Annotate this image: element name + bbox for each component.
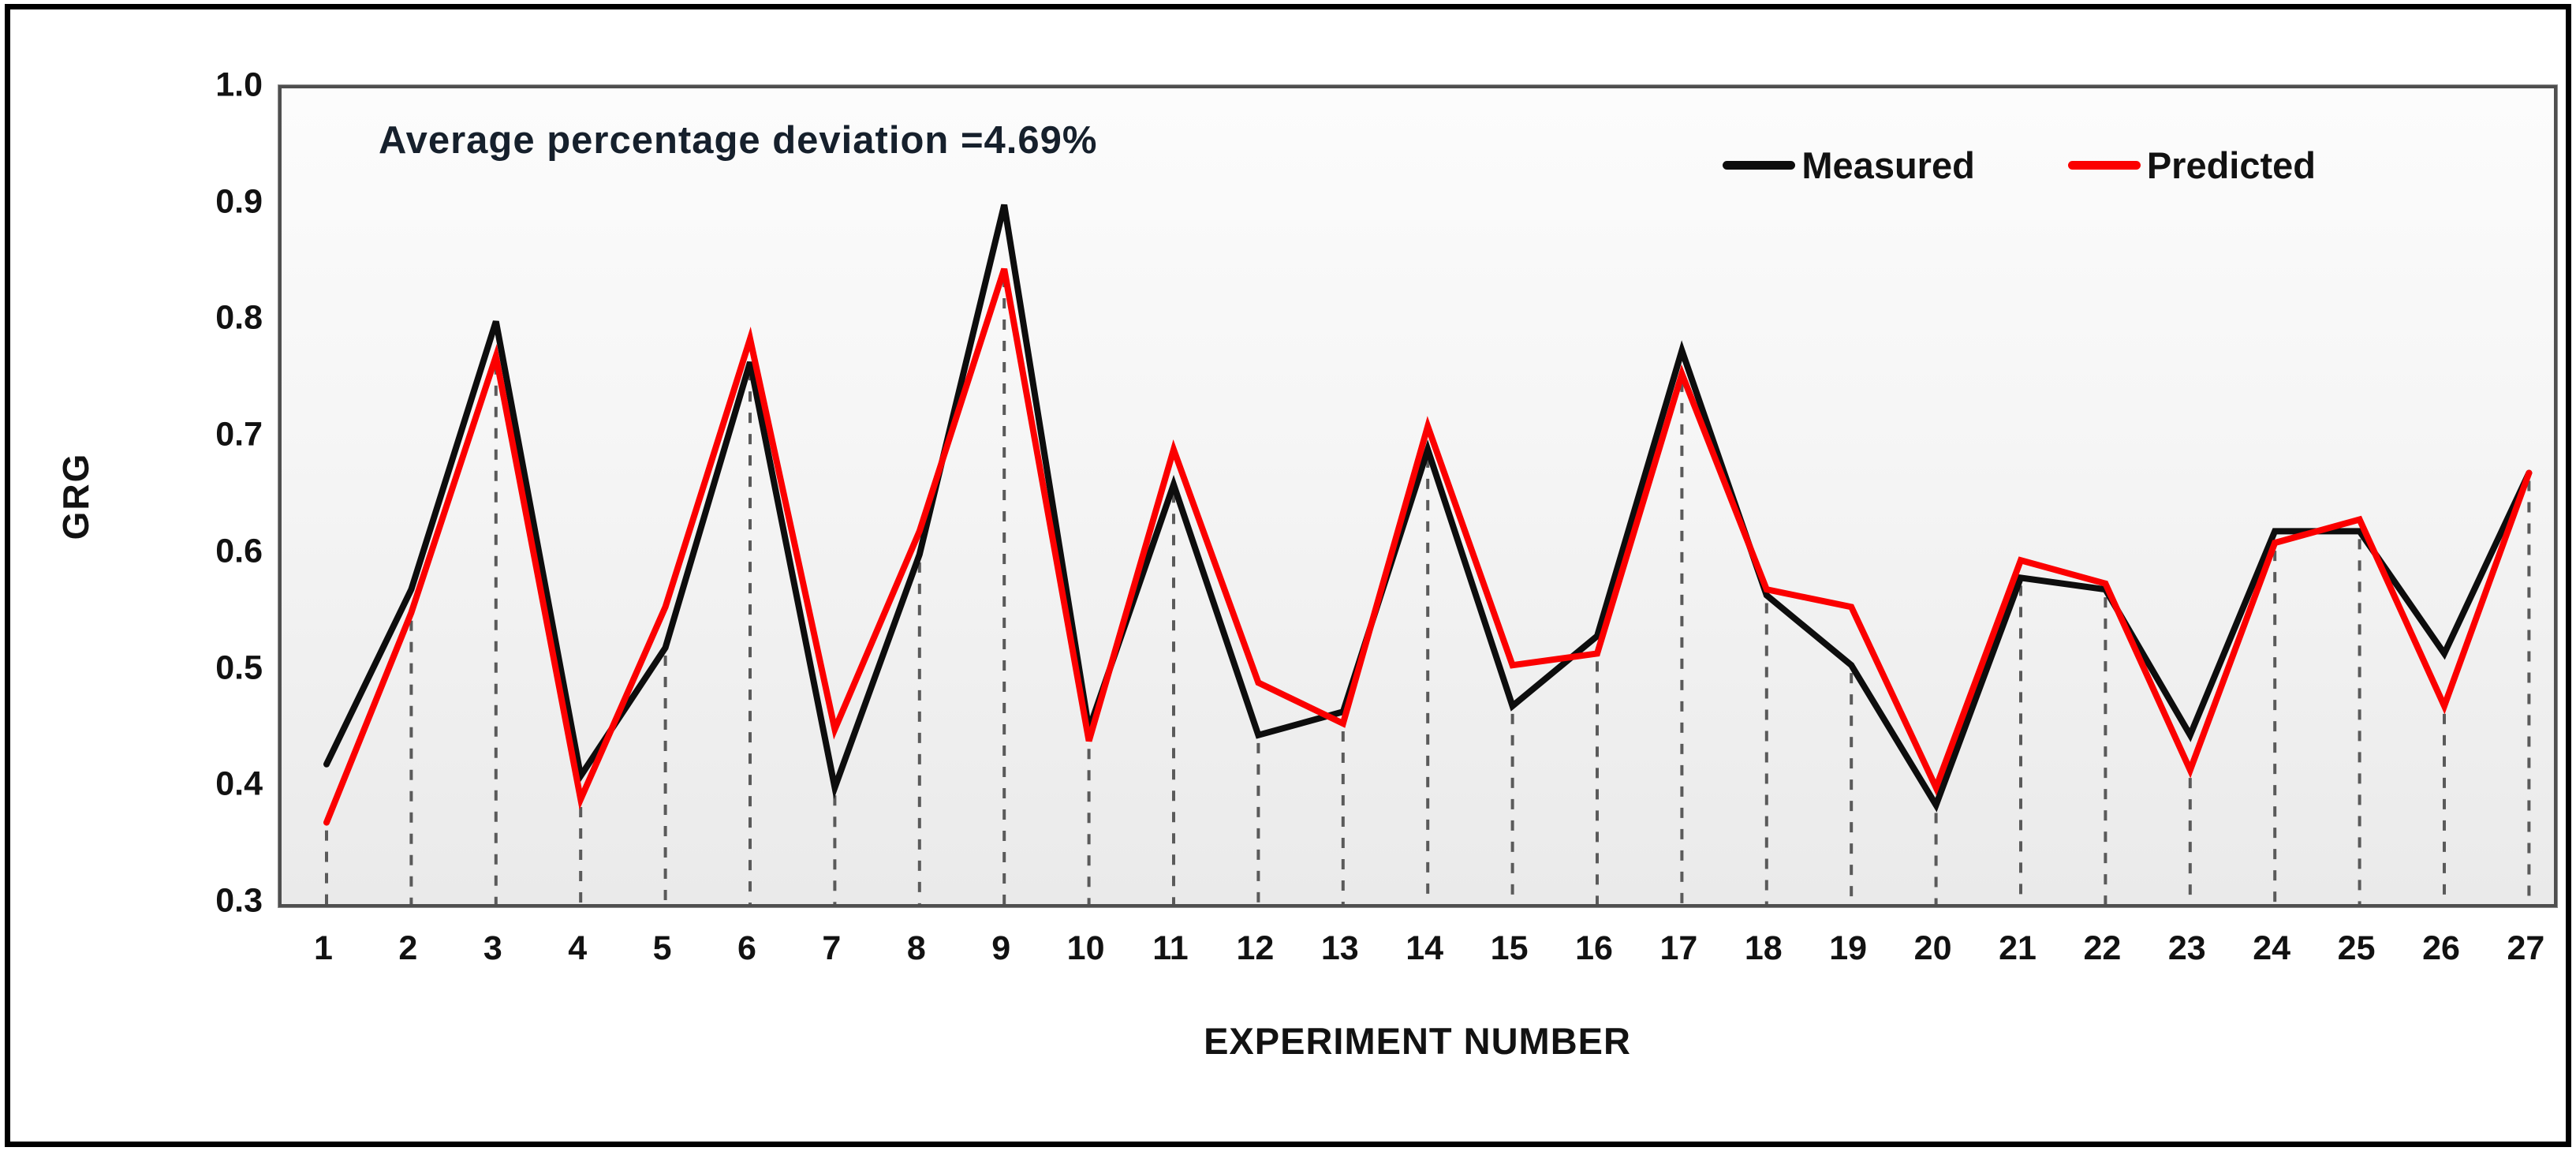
x-tick-8: 8 bbox=[906, 929, 926, 967]
x-tick-12: 12 bbox=[1236, 929, 1275, 967]
y-tick-0.3: 0.3 bbox=[215, 881, 263, 920]
measured-line-swatch bbox=[1723, 161, 1796, 170]
x-tick-3: 3 bbox=[483, 929, 502, 967]
x-axis-title: EXPERIMENT NUMBER bbox=[1204, 1020, 1631, 1062]
predicted-line-swatch bbox=[2067, 161, 2141, 170]
y-tick-0.8: 0.8 bbox=[215, 298, 263, 337]
x-tick-11: 11 bbox=[1152, 929, 1189, 967]
series-line-measured bbox=[323, 204, 2533, 813]
series-line-predicted bbox=[323, 267, 2533, 826]
x-tick-25: 25 bbox=[2337, 929, 2376, 967]
x-tick-7: 7 bbox=[822, 929, 842, 967]
y-tick-0.9: 0.9 bbox=[215, 182, 263, 221]
x-tick-27: 27 bbox=[2507, 929, 2545, 967]
x-tick-20: 20 bbox=[1913, 929, 1952, 967]
x-tick-13: 13 bbox=[1320, 929, 1359, 967]
x-tick-9: 9 bbox=[991, 929, 1011, 967]
x-tick-2: 2 bbox=[398, 929, 418, 967]
x-tick-19: 19 bbox=[1829, 929, 1868, 967]
x-tick-22: 22 bbox=[2083, 929, 2122, 967]
x-tick-1: 1 bbox=[314, 929, 333, 967]
y-tick-0.6: 0.6 bbox=[215, 532, 263, 570]
y-axis-title: GRG bbox=[55, 452, 96, 540]
plot-area bbox=[278, 85, 2557, 907]
x-tick-21: 21 bbox=[1999, 929, 2037, 967]
x-tick-5: 5 bbox=[652, 929, 672, 967]
x-tick-15: 15 bbox=[1490, 929, 1529, 967]
x-tick-17: 17 bbox=[1659, 929, 1698, 967]
x-tick-18: 18 bbox=[1744, 929, 1783, 967]
legend-item-predicted: Predicted bbox=[2067, 144, 2316, 187]
chart-canvas bbox=[323, 204, 2533, 904]
annotation-average-deviation: Average percentage deviation =4.69% bbox=[379, 119, 1098, 162]
x-tick-6: 6 bbox=[737, 929, 756, 967]
y-tick-1.0: 1.0 bbox=[215, 65, 263, 104]
y-tick-0.7: 0.7 bbox=[215, 415, 263, 454]
x-tick-14: 14 bbox=[1406, 929, 1444, 967]
x-tick-16: 16 bbox=[1575, 929, 1613, 967]
x-tick-26: 26 bbox=[2422, 929, 2460, 967]
x-tick-10: 10 bbox=[1066, 929, 1105, 967]
legend-label-predicted: Predicted bbox=[2146, 144, 2316, 186]
y-tick-0.5: 0.5 bbox=[215, 648, 263, 687]
legend-label-measured: Measured bbox=[1801, 144, 1975, 186]
y-tick-0.4: 0.4 bbox=[215, 764, 263, 803]
x-tick-4: 4 bbox=[568, 929, 588, 967]
x-tick-24: 24 bbox=[2253, 929, 2291, 967]
legend: Measured Predicted bbox=[1723, 144, 2316, 187]
x-tick-23: 23 bbox=[2167, 929, 2206, 967]
legend-item-measured: Measured bbox=[1723, 144, 1975, 187]
